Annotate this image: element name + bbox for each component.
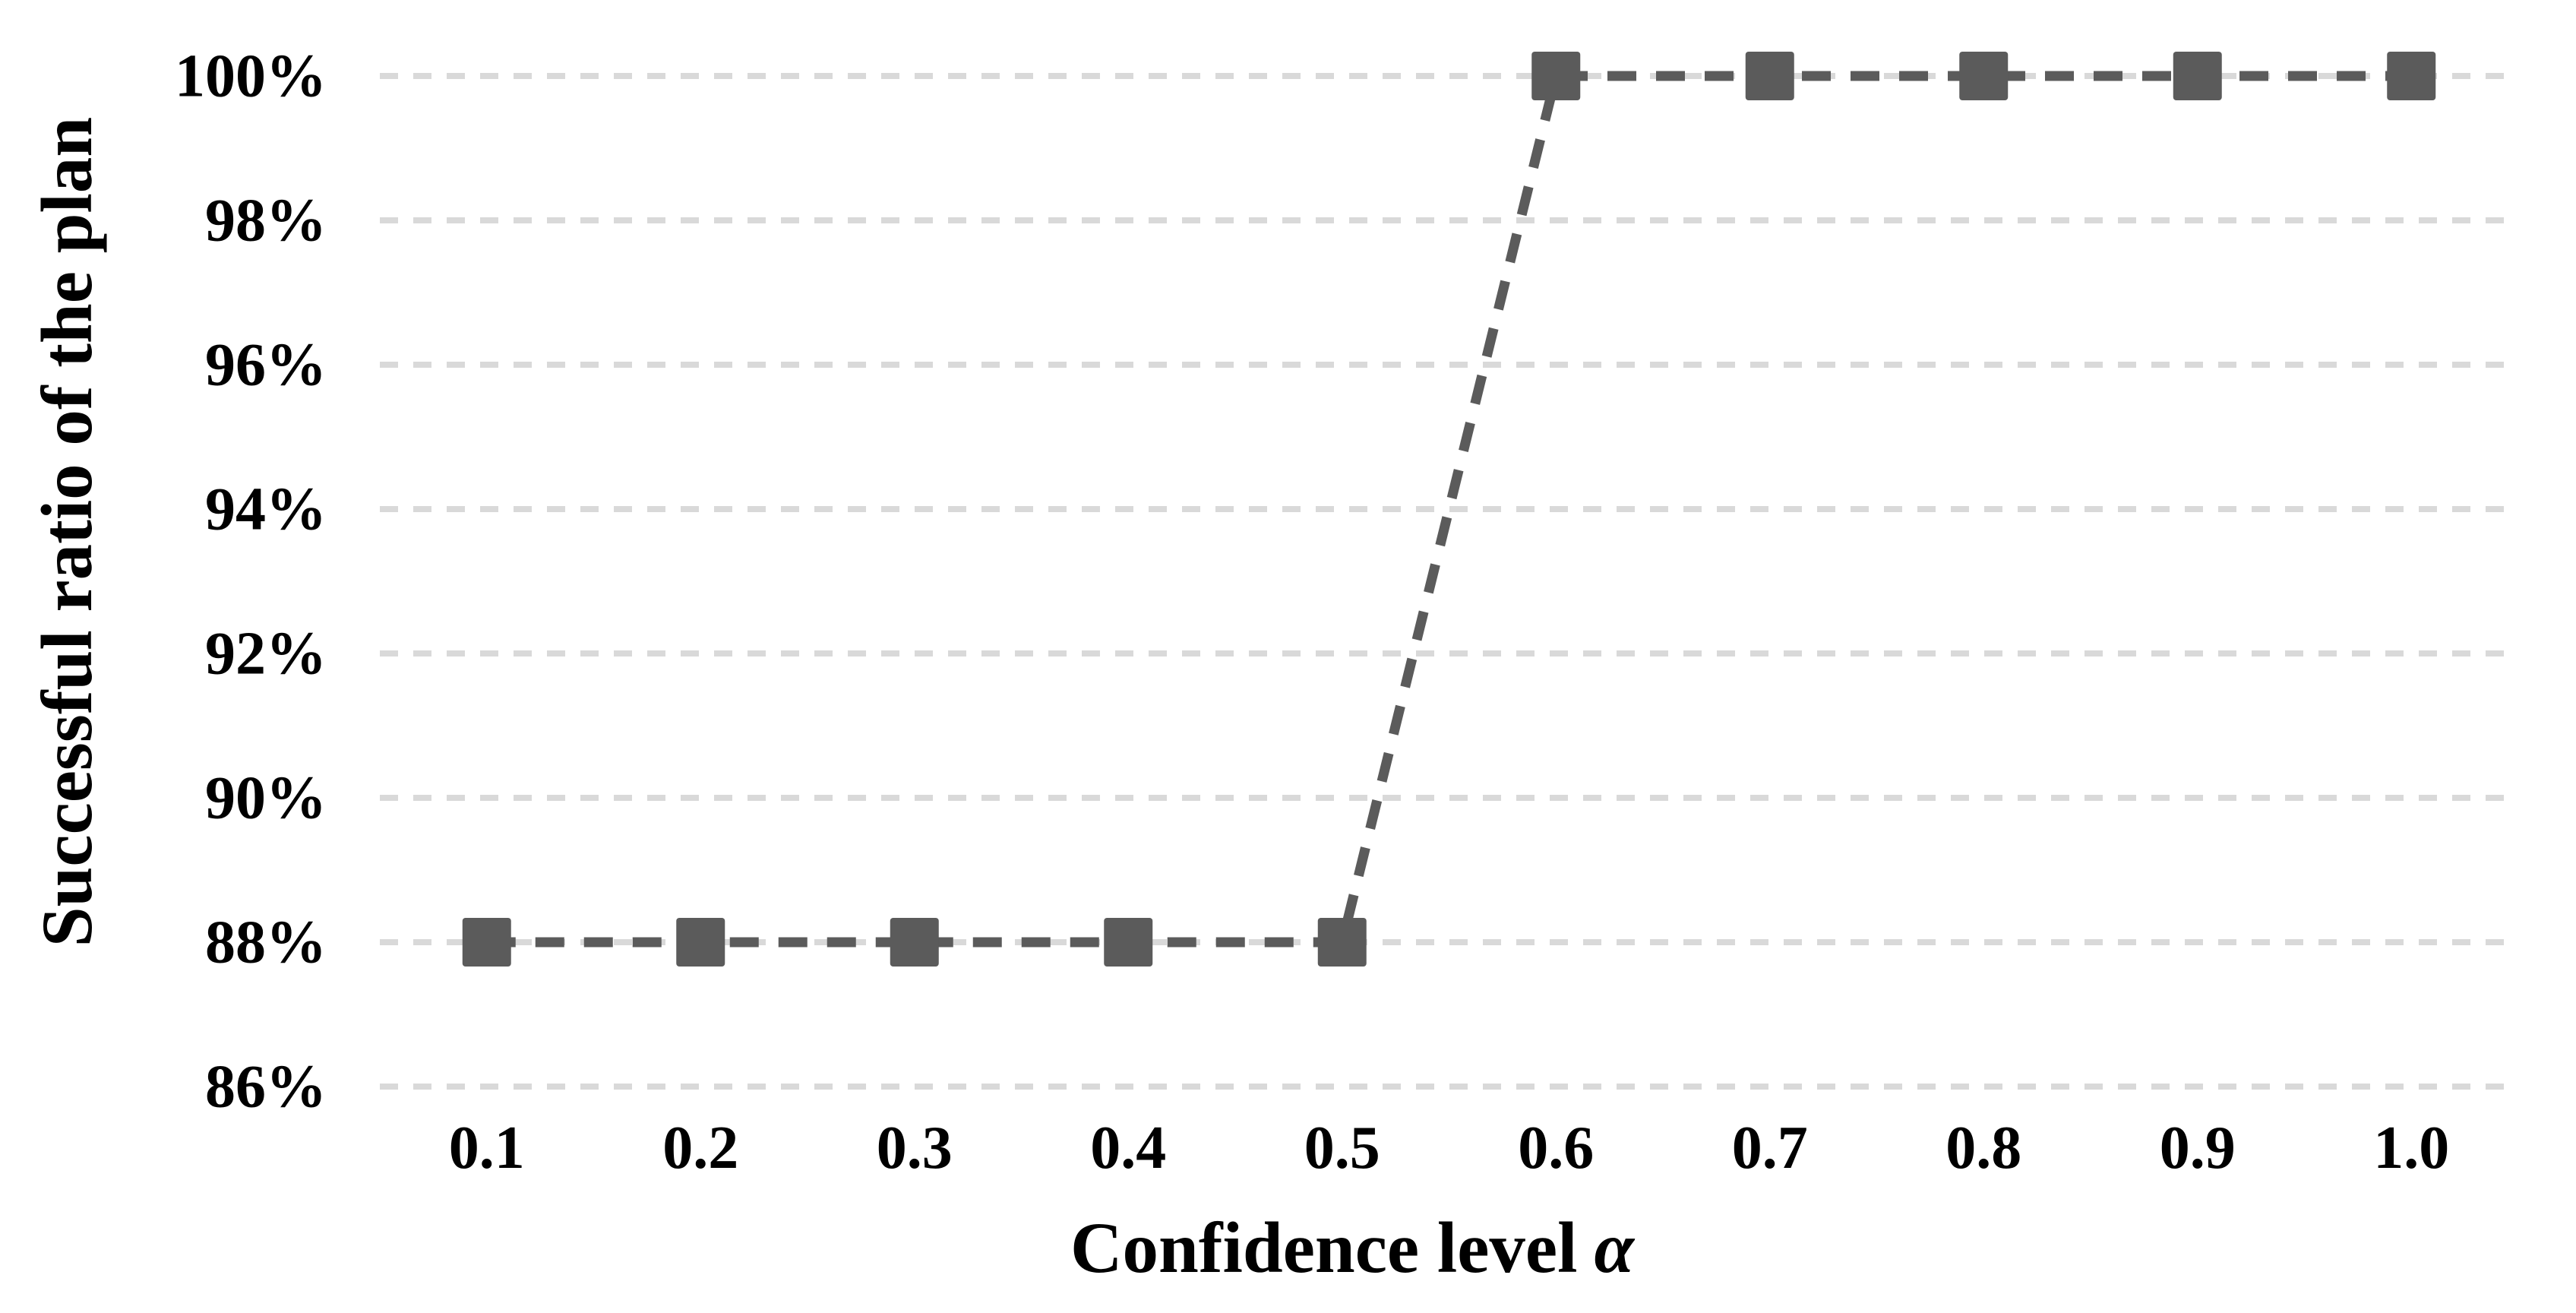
x-tick-label: 0.8 xyxy=(1945,1115,2021,1182)
data-point-marker xyxy=(2387,52,2436,100)
x-tick-label: 0.5 xyxy=(1304,1115,1380,1182)
data-point-marker xyxy=(1531,52,1581,100)
x-axis-title: Confidence level α xyxy=(1070,1207,1636,1288)
x-tick-label: 0.9 xyxy=(2160,1115,2236,1182)
data-point-marker xyxy=(890,918,939,967)
x-tick-label: 0.2 xyxy=(662,1115,738,1182)
x-tick-label: 0.1 xyxy=(449,1115,525,1182)
y-tick-label: 98% xyxy=(205,187,327,254)
data-point-marker xyxy=(462,918,511,967)
data-markers-layer xyxy=(462,52,2436,967)
x-axis-title-alpha-symbol: α xyxy=(1594,1207,1635,1288)
x-tick-label: 0.6 xyxy=(1518,1115,1594,1182)
y-axis-title: Successful ratio of the plan xyxy=(27,117,107,948)
y-tick-label: 88% xyxy=(205,909,327,976)
x-axis-title-text: Confidence level xyxy=(1070,1207,1578,1288)
x-tick-label: 0.7 xyxy=(1732,1115,1808,1182)
y-tick-label: 100% xyxy=(175,43,327,109)
data-point-marker xyxy=(1317,918,1367,967)
x-tick-label: 1.0 xyxy=(2373,1115,2449,1182)
y-tick-label: 96% xyxy=(205,331,327,398)
y-tick-labels-layer: 86% 88% 90% 92% 94% 96% 98% 100% xyxy=(175,43,327,1120)
data-point-marker xyxy=(1745,52,1794,100)
y-tick-label: 86% xyxy=(205,1053,327,1120)
x-tick-label: 0.4 xyxy=(1090,1115,1166,1182)
x-tick-label: 0.3 xyxy=(877,1115,953,1182)
x-tick-labels-layer: 0.1 0.2 0.3 0.4 0.5 0.6 0.7 0.8 0.9 1.0 xyxy=(449,1115,2450,1182)
data-point-marker xyxy=(2173,52,2222,100)
data-point-marker xyxy=(1104,918,1153,967)
y-tick-label: 94% xyxy=(205,476,327,543)
data-point-marker xyxy=(676,918,725,967)
y-tick-label: 92% xyxy=(205,620,327,687)
y-tick-label: 90% xyxy=(205,764,327,831)
data-point-marker xyxy=(1959,52,2009,100)
